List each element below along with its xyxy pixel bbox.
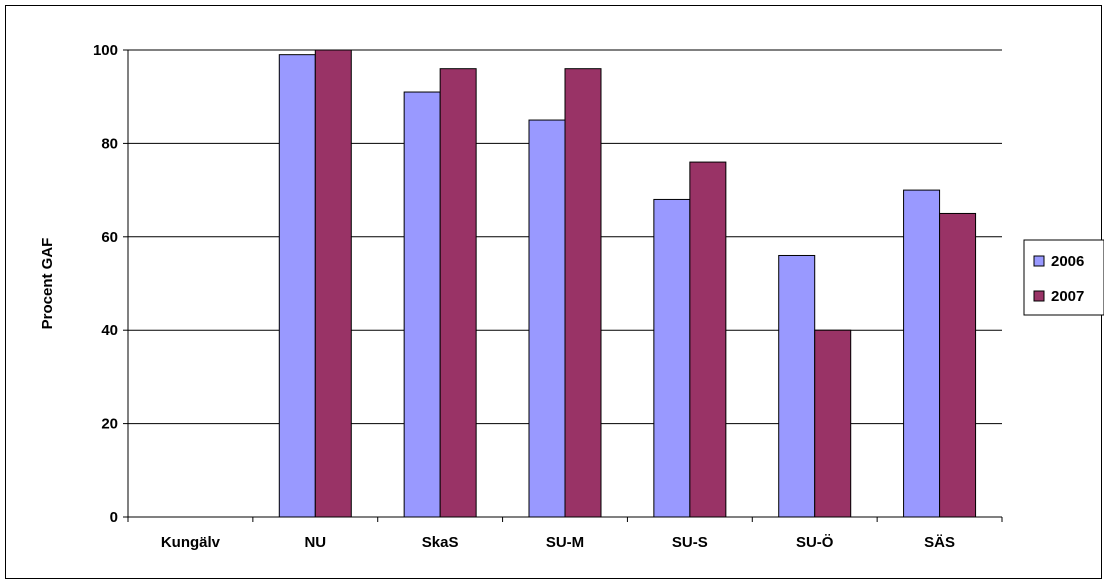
- bar-2007-SU-S: [689, 161, 727, 518]
- y-tick-label: 80: [101, 135, 118, 152]
- bar-2007-SÄS: [939, 212, 977, 518]
- bar-2006-SÄS: [903, 189, 941, 518]
- x-tick-label: SU-Ö: [796, 534, 834, 551]
- legend: 2006 2007: [1023, 239, 1104, 316]
- y-tick-label: 100: [93, 42, 118, 59]
- legend-swatch-2007: [1033, 290, 1045, 302]
- x-tick-label: NU: [304, 534, 326, 551]
- axes: [123, 49, 1003, 522]
- bar-2007-NU: [314, 49, 352, 518]
- bar-2007-SU-M: [564, 68, 602, 518]
- x-tick-label: SU-S: [672, 534, 708, 551]
- y-tick-label: 20: [101, 416, 118, 433]
- bar-2006-SkaS: [403, 91, 441, 518]
- x-tick-label: SU-M: [546, 534, 584, 551]
- legend-box: [1023, 239, 1104, 316]
- bars: [278, 49, 977, 518]
- x-tick-label: SÄS: [924, 534, 955, 551]
- y-tick-label: 40: [101, 322, 118, 339]
- bar-2007-SU-Ö: [814, 329, 852, 518]
- y-tick-label: 60: [101, 229, 118, 246]
- x-tick-label: SkaS: [422, 534, 459, 551]
- y-tick-label: 0: [110, 509, 118, 526]
- bar-2006-SU-Ö: [778, 254, 816, 518]
- bar-2006-SU-S: [653, 198, 691, 518]
- bar-2006-SU-M: [528, 119, 566, 518]
- y-axis-title: Procent GAF: [39, 238, 56, 330]
- bar-2006-NU: [278, 54, 316, 518]
- legend-label-2007: 2007: [1051, 288, 1084, 305]
- bar-2007-SkaS: [439, 68, 477, 518]
- y-tick-labels: 0 20 40 60 80 100: [93, 42, 118, 526]
- x-tick-label: Kungälv: [161, 534, 221, 551]
- legend-swatch-2006: [1033, 255, 1045, 267]
- x-tick-labels: Kungälv NU SkaS SU-M SU-S SU-Ö SÄS: [161, 534, 955, 551]
- legend-label-2006: 2006: [1051, 253, 1084, 270]
